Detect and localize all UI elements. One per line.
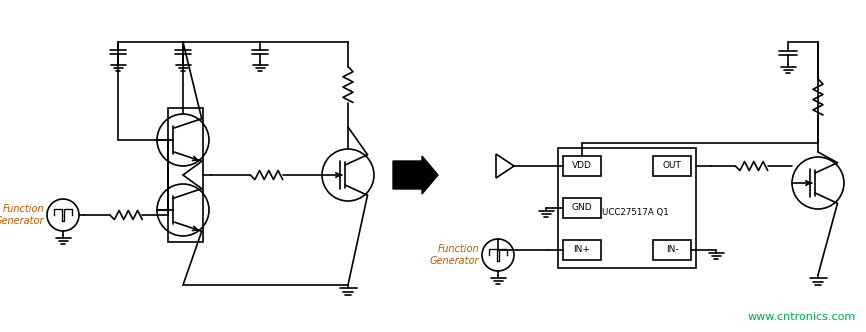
Bar <box>558 148 696 268</box>
Text: IN-: IN- <box>666 245 678 255</box>
Text: IN+: IN+ <box>573 245 591 255</box>
Text: UCC27517A Q1: UCC27517A Q1 <box>602 208 669 216</box>
Text: Function: Function <box>437 244 479 254</box>
Bar <box>168 108 203 242</box>
Text: Generator: Generator <box>430 256 479 266</box>
Text: Generator: Generator <box>0 216 44 226</box>
Bar <box>653 156 691 176</box>
Text: VDD: VDD <box>572 161 592 171</box>
Bar <box>563 240 601 260</box>
Bar <box>563 198 601 218</box>
Bar <box>563 156 601 176</box>
Text: OUT: OUT <box>662 161 682 171</box>
Text: Function: Function <box>3 204 44 214</box>
Text: GND: GND <box>572 204 592 212</box>
FancyArrow shape <box>393 156 438 194</box>
Text: www.cntronics.com: www.cntronics.com <box>747 312 856 322</box>
Bar <box>653 240 691 260</box>
